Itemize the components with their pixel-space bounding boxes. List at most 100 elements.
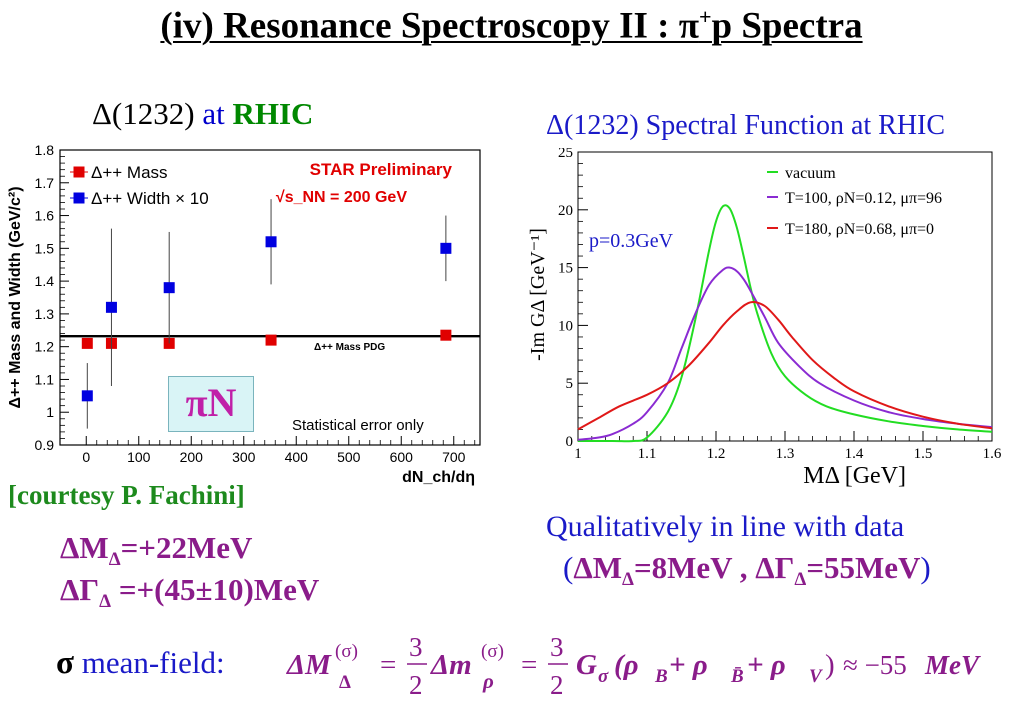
y-tick-label: 15: [558, 261, 573, 277]
y-tick-label: 1: [46, 404, 54, 420]
comparison-close: ): [920, 550, 931, 585]
eq-rhs-g-sub: σ: [598, 666, 609, 687]
mean-field-equation: ΔM (σ) Δ = 3 2 Δm (σ) ρ = 3 2 G σ (ρ B +…: [286, 632, 981, 700]
vacuum-curve: [577, 204, 993, 443]
x-tick-label: 600: [390, 449, 414, 465]
comparison-width-sub: Δ: [794, 569, 807, 591]
y-tick-label: 1.5: [35, 240, 55, 256]
width-point: [105, 301, 117, 313]
comparison-width-symbol: ΔΓ: [755, 550, 795, 585]
y-axis-title: -Im GΔ [GeV⁻¹]: [527, 228, 549, 361]
energy-label: √s_NN = 200 GeV: [276, 189, 407, 206]
width-shift-value: =+(45±10)MeV: [111, 572, 320, 607]
mean-field-label: σ mean-field:: [56, 645, 225, 682]
eq-rhs-g: G: [576, 649, 597, 681]
eq-unit: MeV: [924, 650, 981, 680]
comparison-open: (: [563, 550, 574, 585]
eq-rhs-body: (ρ: [614, 649, 639, 681]
eq-frac-num-2: 3: [550, 632, 564, 662]
legend-label: Δ++ Width × 10: [91, 189, 209, 208]
width-shift-sub: Δ: [99, 591, 112, 613]
eq-rho-b-sub: B: [654, 666, 668, 687]
y-tick-label: 1.7: [35, 175, 55, 191]
star-preliminary-label: STAR Preliminary: [310, 160, 453, 179]
statistical-error-label: Statistical error only: [292, 417, 424, 434]
medium-t180-curve: [577, 301, 993, 431]
momentum-label: p=0.3GeV: [589, 230, 674, 252]
eq-approx: ≈ −55: [843, 650, 907, 680]
y-tick-label: 1.8: [35, 142, 55, 158]
sigma-symbol: σ: [56, 645, 74, 681]
comparison-mass-sub: Δ: [622, 569, 634, 591]
left-heading-rhic: RHIC: [232, 96, 314, 131]
medium-t100-curve: [577, 266, 993, 441]
legend-label: T=100, ρN=0.12, μπ=96: [785, 190, 942, 207]
star-mass-width-chart: 0.9 1 1.1 1.2 1.3 1.4 1.5 1.6 1.7 1.8 0 100 200 300 40…: [0, 138, 490, 486]
width-shift-result: ΔΓΔ =+(45±10)MeV: [60, 572, 319, 613]
courtesy-note: [courtesy P. Fachini]: [8, 480, 245, 510]
eq-close-paren: ): [825, 649, 835, 681]
eq-plus-1: + ρ: [669, 649, 708, 681]
y-tick-label: 0.9: [35, 437, 55, 453]
legend-marker: [73, 192, 85, 204]
eq-mid-sup: (σ): [481, 641, 504, 662]
mass-shift-result: ΔMΔ=+22MeV: [60, 530, 252, 571]
eq-frac-den-1: 2: [409, 670, 423, 700]
pdg-mass-label: Δ++ Mass PDG: [314, 342, 385, 353]
eq-mid: Δm: [430, 649, 472, 681]
mean-field-text: mean-field:: [73, 645, 225, 680]
y-tick-label: 5: [566, 376, 574, 392]
eq-lhs-sup: (σ): [335, 641, 358, 662]
eq-rho-v-sub: V: [809, 666, 823, 687]
x-tick-label: 1.6: [983, 446, 1002, 462]
y-tick-label: 1.4: [35, 273, 55, 289]
x-tick-label: 1.1: [638, 446, 657, 462]
x-tick-label: 1.4: [845, 446, 864, 462]
right-heading: Δ(1232) Spectral Function at RHIC: [546, 110, 946, 141]
mass-shift-value: =+22MeV: [120, 530, 253, 565]
width-point: [440, 242, 452, 254]
y-tick-label: 1.6: [35, 208, 55, 224]
mass-point: [440, 329, 452, 341]
comparison-mass-symbol: ΔM: [573, 550, 623, 585]
eq-equals-2: =: [521, 649, 537, 681]
x-axis-title: MΔ [GeV]: [803, 463, 906, 489]
pi-n-label: πN: [185, 380, 237, 425]
width-point: [81, 390, 93, 402]
left-heading: Δ(1232) at RHIC: [92, 96, 313, 132]
title-suffix: p Spectra: [711, 5, 863, 47]
x-tick-label: 700: [442, 449, 466, 465]
mass-point: [81, 337, 93, 349]
eq-frac-den-2: 2: [550, 670, 564, 700]
width-shift-symbol: ΔΓ: [60, 572, 100, 607]
y-tick-label: 10: [558, 318, 573, 334]
legend-label: T=180, ρN=0.68, μπ=0: [785, 221, 934, 238]
title-superscript: +: [698, 4, 712, 29]
x-tick-label: 200: [180, 449, 204, 465]
y-tick-label: 0: [566, 434, 574, 450]
eq-rho-bbar-sub: B̄: [730, 666, 744, 687]
pi-n-label-box: πN: [168, 376, 254, 432]
eq-lhs-sub: Δ: [339, 672, 351, 693]
y-tick-label: 20: [558, 203, 573, 219]
spectral-function-chart: 0 5 10 15 20 25 1 1.1 1.2 1.3 1.4 1.5 1.6 MΔ [GeV] -Im…: [516, 148, 1023, 496]
y-tick-label: 1.2: [35, 339, 55, 355]
mass-shift-sub: Δ: [108, 549, 121, 571]
eq-equals-1: =: [380, 649, 396, 681]
legend-label: vacuum: [785, 165, 836, 182]
x-tick-label: 300: [232, 449, 256, 465]
left-heading-at: at: [194, 96, 233, 131]
width-point: [163, 282, 175, 294]
mass-point: [265, 334, 277, 346]
x-tick-label: 400: [285, 449, 309, 465]
x-tick-label: 1: [574, 446, 582, 462]
comparison-width-value: =55MeV: [806, 550, 921, 585]
chart-left-frame: [59, 149, 481, 446]
legend-marker: [73, 166, 85, 178]
legend-label: Δ++ Mass: [91, 163, 168, 182]
title-prefix: (iv) Resonance Spectroscopy II : π: [160, 5, 699, 47]
left-heading-delta: Δ(1232): [92, 96, 195, 131]
x-tick-label: 1.3: [776, 446, 795, 462]
y-tick-label: 1.3: [35, 306, 55, 322]
eq-mid-sub: ρ: [482, 669, 494, 693]
